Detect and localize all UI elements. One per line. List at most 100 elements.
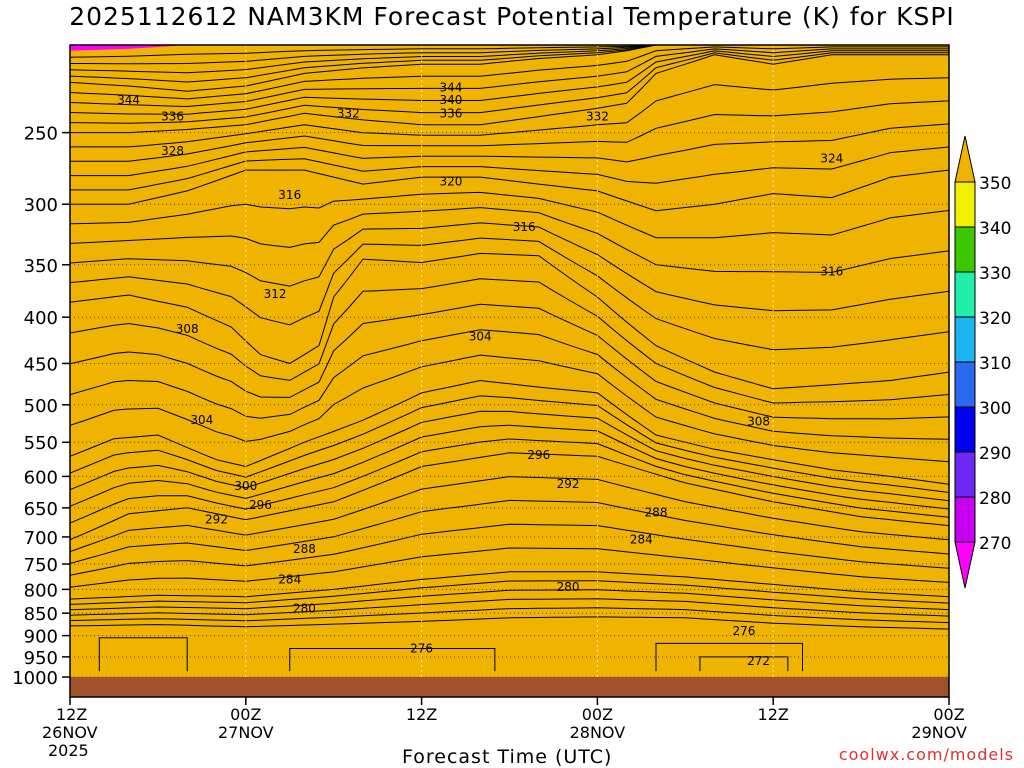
contour-line-344	[70, 45, 949, 74]
contour-label-280: 280	[557, 580, 580, 594]
contour-line-304	[70, 329, 949, 440]
contour-label-292: 292	[557, 477, 580, 491]
contour-line-272	[70, 607, 949, 624]
y-tick-label-450: 450	[24, 354, 58, 375]
y-tick-label-800: 800	[24, 580, 58, 601]
colorbar-box-7	[954, 496, 976, 543]
contour-line-282	[70, 547, 949, 588]
plot-frame	[69, 44, 950, 698]
x-tick-date-36: 28NOV	[570, 723, 626, 742]
colorbar-box-1	[954, 226, 976, 273]
contour-label-316: 316	[513, 220, 536, 234]
colorbar-box-0	[954, 181, 976, 228]
colorbar: 350 340 330 320 310 300 290 280 270	[954, 135, 1011, 589]
contour-label-308: 308	[747, 415, 770, 429]
x-tick-time-36: 00Z	[582, 705, 613, 724]
contour-line-336	[70, 48, 949, 108]
y-tick-label-400: 400	[24, 308, 58, 329]
contour-label-308: 308	[176, 322, 199, 336]
fill-above-350	[70, 45, 949, 677]
y-tick-label-600: 600	[24, 467, 58, 488]
contour-label-316: 316	[278, 188, 301, 202]
x-tick-time-48: 12Z	[758, 705, 789, 724]
contour-line-328	[70, 77, 949, 148]
contour-label-336: 336	[161, 110, 184, 124]
contour-line-322	[70, 146, 949, 191]
y-tick-label-550: 550	[24, 433, 58, 454]
x-tick-date-0: 26NOV	[42, 723, 98, 742]
contour-line-330	[70, 54, 949, 134]
contour-line-288	[70, 476, 949, 553]
x-tick-date-60: 29NOV	[911, 723, 967, 742]
x-tick-year-0: 2025	[48, 741, 89, 760]
y-tick-label-500: 500	[24, 396, 58, 417]
y-tick-label-950: 950	[24, 648, 58, 669]
x-tick-time-60: 00Z	[933, 705, 964, 724]
contour-label-336: 336	[439, 106, 462, 120]
colorbar-label-270: 270	[979, 534, 1011, 554]
colorbar-label-350: 350	[979, 174, 1011, 194]
chart-title: 2025112612 NAM3KM Forecast Potential Tem…	[69, 2, 955, 31]
contour-line-270	[70, 616, 949, 630]
contour-label-296: 296	[249, 498, 272, 512]
contour-label-312: 312	[264, 287, 287, 301]
contour-line-280	[70, 571, 949, 600]
contour-line-308	[70, 278, 949, 404]
colorbar-arrow-bottom	[954, 541, 976, 589]
y-tick-label-700: 700	[24, 528, 58, 549]
colorbar-label-310: 310	[979, 354, 1011, 374]
contour-line-292	[70, 438, 949, 524]
contour-lines	[70, 45, 949, 672]
colorbar-label-280: 280	[979, 489, 1011, 509]
surface-band	[70, 677, 949, 697]
contour-label-300: 300	[234, 479, 257, 493]
contour-label-288: 288	[645, 506, 668, 520]
y-tick-label-750: 750	[24, 555, 58, 576]
contour-line-276	[70, 589, 949, 611]
contour-line-298	[70, 395, 949, 493]
colorbar-label-290: 290	[979, 444, 1011, 464]
contour-label-284: 284	[630, 533, 653, 547]
contour-line-346	[70, 45, 949, 65]
contour-line-338	[70, 46, 949, 100]
contour-label-304: 304	[469, 329, 492, 343]
contour-label-288: 288	[293, 542, 316, 556]
contour-line-300	[70, 379, 949, 485]
contour-label-272: 272	[747, 654, 770, 668]
contour-line-326	[70, 100, 949, 162]
contour-label-280: 280	[293, 602, 316, 616]
x-tick-time-24: 12Z	[406, 705, 437, 724]
colorbar-box-2	[954, 271, 976, 318]
contour-line-334	[70, 50, 949, 115]
contour-label-328: 328	[161, 144, 184, 158]
y-tick-label-350: 350	[24, 256, 58, 277]
surface-contour-3	[699, 656, 789, 672]
contour-line-342	[70, 45, 949, 83]
colorbar-box-5	[954, 406, 976, 453]
y-tick-label-300: 300	[24, 195, 58, 216]
contour-line-348	[70, 45, 949, 58]
contour-label-316: 316	[820, 264, 843, 278]
contour-line-296	[70, 410, 949, 502]
y-tick-label-250: 250	[24, 124, 58, 145]
contour-line-320	[70, 169, 949, 212]
contour-label-276: 276	[732, 624, 755, 638]
contour-line-324	[70, 123, 949, 177]
x-axis-title: Forecast Time (UTC)	[402, 746, 613, 768]
contour-label-344: 344	[117, 93, 140, 107]
x-tick-time-12: 00Z	[230, 705, 261, 724]
contour-line-302	[70, 354, 949, 463]
colorbar-label-340: 340	[979, 219, 1011, 239]
contour-label-340: 340	[439, 93, 462, 107]
contour-line-306	[70, 303, 949, 420]
source-credit: coolwx.com/models	[838, 745, 1014, 764]
surface-contour-0	[98, 637, 188, 672]
contour-label-344: 344	[439, 81, 462, 95]
colorbar-label-320: 320	[979, 309, 1011, 329]
contour-label-304: 304	[190, 413, 213, 427]
x-tick-date-12: 27NOV	[218, 723, 274, 742]
contour-line-316	[70, 207, 949, 273]
